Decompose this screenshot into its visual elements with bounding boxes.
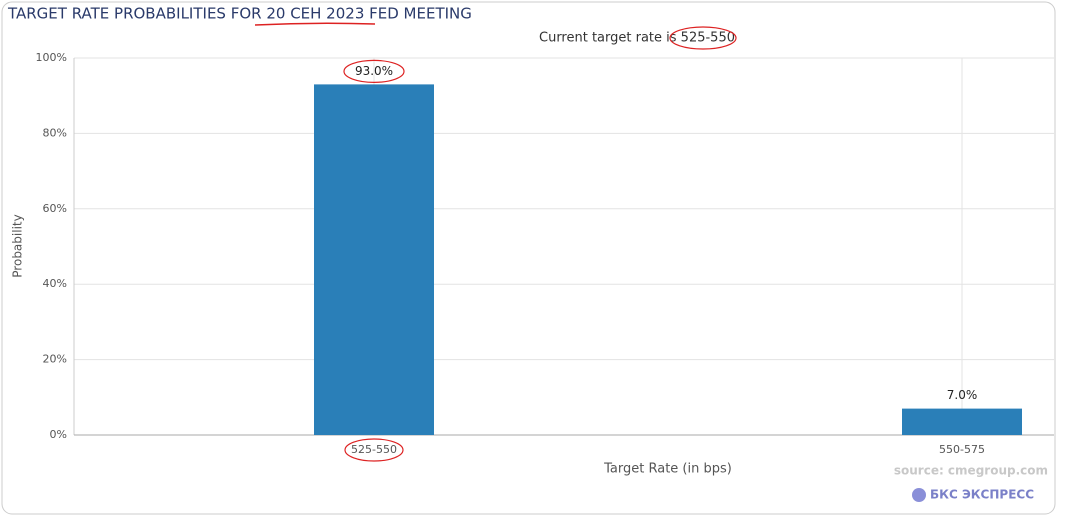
data-label: 93.0%: [355, 64, 393, 78]
brand: БКС ЭКСПРЕСС: [930, 488, 1034, 502]
x-tick-label: 550-575: [939, 443, 985, 456]
bar: [314, 84, 434, 435]
data-label: 7.0%: [947, 388, 978, 402]
y-tick-label: 100%: [36, 51, 67, 64]
brand-logo: [912, 488, 926, 502]
chart-title: TARGET RATE PROBABILITIES FOR 20 СЕН 202…: [7, 5, 472, 23]
y-tick-label: 40%: [43, 277, 67, 290]
y-tick-label: 60%: [43, 202, 67, 215]
y-tick-label: 0%: [50, 428, 67, 441]
source-note: source: cmegroup.com: [894, 464, 1048, 478]
y-axis-label: Probability: [11, 214, 25, 277]
x-tick-label: 525-550: [351, 443, 397, 456]
bar: [902, 408, 1022, 435]
underline-annotation: [254, 22, 376, 26]
chart-subtitle: Current target rate is 525-550: [539, 31, 735, 46]
highlight-ellipse: [669, 26, 737, 50]
y-tick-label: 80%: [43, 126, 67, 139]
highlight-ellipse: [343, 59, 405, 83]
highlight-ellipse: [344, 438, 404, 462]
x-axis-label: Target Rate (in bps): [603, 462, 732, 477]
y-tick-label: 20%: [43, 353, 67, 366]
